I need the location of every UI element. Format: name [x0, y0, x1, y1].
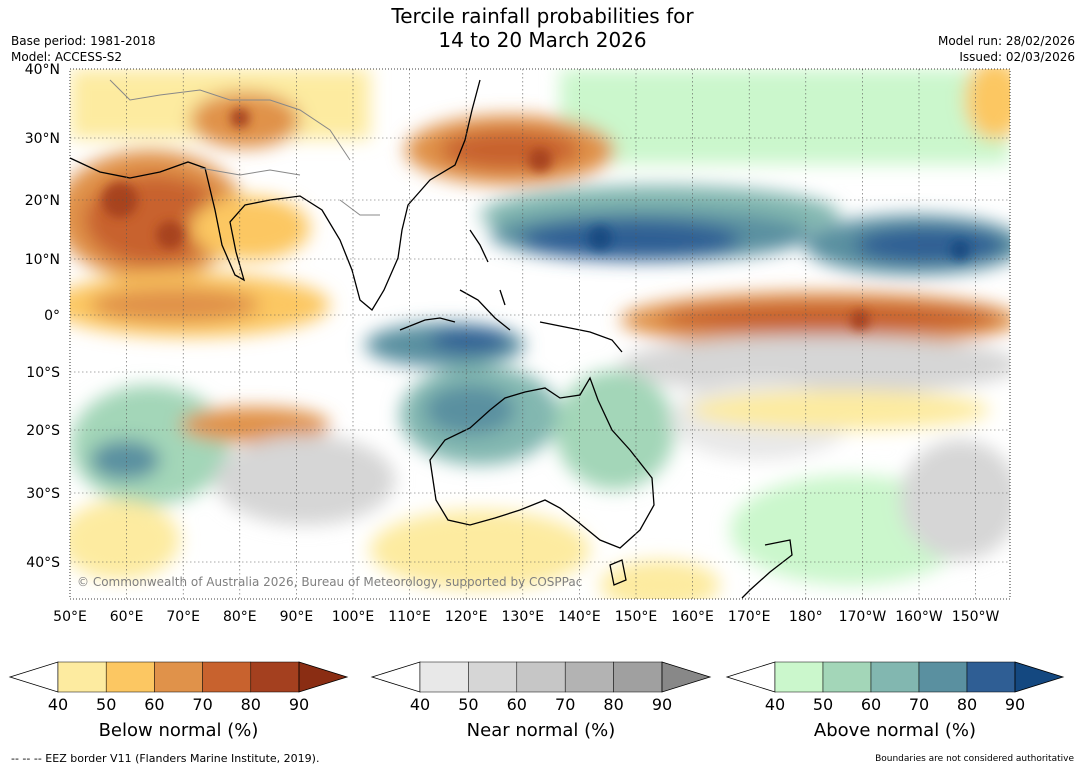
colorbar-tick: 60 — [144, 695, 164, 714]
colorbar-low-extension — [725, 661, 776, 693]
colorbar-segment — [870, 661, 920, 693]
title-line-1: Tercile rainfall probabilities for — [391, 4, 694, 28]
disclaimer: Boundaries are not considered authoritat… — [875, 754, 1074, 764]
colorbar-segment — [966, 661, 1016, 693]
title-line-2: 14 to 20 March 2026 — [438, 28, 647, 52]
longitude-label: 130°E — [502, 609, 545, 625]
longitude-label: 170°E — [728, 609, 771, 625]
latitude-label: 40°N — [25, 62, 60, 78]
colorbar-low-extension — [370, 661, 421, 693]
longitude-labels: 50°E 60°E 70°E 80°E 90°E 100°E 110°E 120°E 130°E… — [53, 609, 999, 625]
colorbar-segment — [419, 661, 469, 693]
colorbar-tick: 90 — [1005, 695, 1025, 714]
model-name: Model: ACCESS-S2 — [11, 50, 123, 64]
longitude-label: 80°E — [223, 609, 257, 625]
colorbar: 40 50 60 70 80 90 Near normal (%) — [370, 661, 712, 741]
latitude-label: 30°N — [25, 131, 60, 147]
longitude-label: 120°E — [445, 609, 488, 625]
longitude-label: 150°E — [615, 609, 658, 625]
map-title: Tercile rainfall probabilities for 14 to… — [0, 4, 1085, 52]
latitude-label: 10°N — [25, 252, 60, 268]
colorbar-title: Below normal (%) — [99, 720, 259, 741]
colorbar-tick: 40 — [765, 695, 785, 714]
colorbar-tick: 90 — [289, 695, 309, 714]
coastline — [69, 79, 793, 599]
graticule — [70, 69, 1010, 599]
issued-date: Issued: 02/03/2026 — [959, 50, 1075, 64]
copyright-text: © Commonwealth of Australia 2026, Bureau… — [77, 575, 582, 589]
colorbar-segment — [774, 661, 824, 693]
colorbar: 40 50 60 70 80 90 Above normal (%) — [725, 661, 1065, 741]
longitude-label: 160°W — [895, 609, 943, 625]
colorbar-segment — [105, 661, 155, 693]
longitude-label: 150°W — [952, 609, 1000, 625]
latitude-labels: 40°N 30°N 20°N 10°N 0° 10°S 20°S 30°S 40°S — [25, 62, 60, 571]
longitude-label: 110°E — [388, 609, 431, 625]
colorbar-segment — [202, 661, 252, 693]
colorbar-tick: 60 — [507, 695, 527, 714]
colorbar-panel: 40 50 60 70 80 90 Below normal (%) 40 50 60 70 80 90… — [8, 661, 1065, 741]
colorbar-tick: 60 — [861, 695, 881, 714]
colorbar-segment — [564, 661, 614, 693]
colorbar-tick: 70 — [192, 695, 212, 714]
longitude-label: 60°E — [110, 609, 144, 625]
colorbar: 40 50 60 70 80 90 Below normal (%) — [8, 661, 349, 741]
colorbar-tick: 40 — [410, 695, 430, 714]
colorbar-tick: 80 — [957, 695, 977, 714]
colorbar-tick: 40 — [48, 695, 68, 714]
colorbar-tick: 50 — [96, 695, 116, 714]
meta-right: Model run: 28/02/2026 Issued: 02/03/2026 — [938, 33, 1075, 65]
probability-field — [70, 69, 1010, 599]
colorbar-segment — [822, 661, 872, 693]
colorbar-segment — [250, 661, 300, 693]
colorbar-tick: 70 — [909, 695, 929, 714]
colorbar-title: Near normal (%) — [467, 720, 616, 741]
colorbar-segment — [516, 661, 566, 693]
longitude-label: 170°W — [839, 609, 887, 625]
colorbar-segment — [613, 661, 663, 693]
colorbar-tick: 90 — [652, 695, 672, 714]
country-borders — [109, 79, 380, 216]
colorbar-low-extension — [8, 661, 59, 693]
longitude-label: 90°E — [280, 609, 314, 625]
meta-left: Base period: 1981-2018 Model: ACCESS-S2 — [11, 33, 156, 65]
latitude-label: 40°S — [26, 555, 60, 571]
colorbar-tick: 50 — [813, 695, 833, 714]
colorbar-title: Above normal (%) — [814, 720, 976, 741]
base-period: Base period: 1981-2018 — [11, 34, 156, 48]
colorbar-segment — [57, 661, 107, 693]
latitude-label: 10°S — [26, 365, 60, 381]
eez-legend: -- -- -- EEZ border V11 (Flanders Marine… — [11, 752, 320, 765]
colorbar-tick: 80 — [603, 695, 623, 714]
longitude-label: 180° — [789, 609, 823, 625]
latitude-label: 20°N — [25, 193, 60, 209]
colorbar-high-extension — [298, 661, 349, 693]
longitude-label: 140°E — [558, 609, 601, 625]
forecast-map: © Commonwealth of Australia 2026, Bureau… — [25, 62, 1011, 625]
latitude-label: 0° — [44, 308, 60, 324]
colorbar-tick: 70 — [555, 695, 575, 714]
colorbar-tick: 50 — [458, 695, 478, 714]
latitude-label: 30°S — [26, 486, 60, 502]
longitude-label: 100°E — [332, 609, 375, 625]
colorbar-high-extension — [661, 661, 712, 693]
colorbar-segment — [154, 661, 203, 693]
longitude-label: 160°E — [671, 609, 714, 625]
longitude-label: 70°E — [166, 609, 200, 625]
colorbar-high-extension — [1014, 661, 1065, 693]
colorbar-tick: 80 — [241, 695, 261, 714]
colorbar-segment — [918, 661, 968, 693]
colorbar-segment — [468, 661, 518, 693]
model-run: Model run: 28/02/2026 — [937, 34, 1075, 48]
latitude-label: 20°S — [26, 423, 60, 439]
longitude-label: 50°E — [53, 609, 87, 625]
